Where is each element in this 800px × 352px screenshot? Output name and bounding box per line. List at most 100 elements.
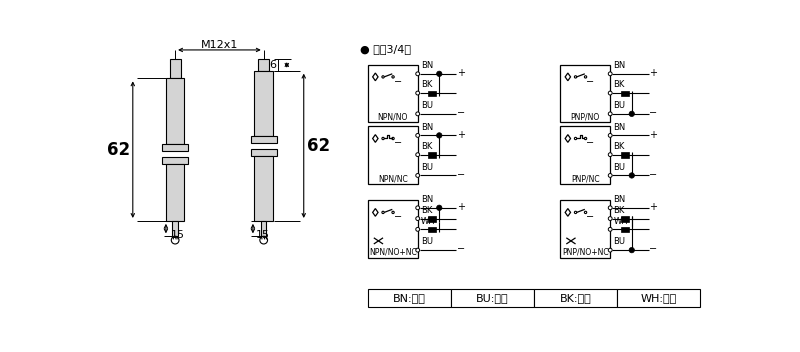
Polygon shape: [565, 135, 570, 142]
Bar: [170, 59, 181, 78]
Text: −: −: [457, 108, 465, 118]
Circle shape: [608, 112, 612, 116]
Bar: [621, 216, 629, 222]
Circle shape: [416, 91, 420, 95]
Bar: [254, 156, 273, 221]
Bar: [368, 64, 418, 122]
Text: −: −: [394, 212, 402, 222]
Bar: [429, 227, 436, 232]
Circle shape: [382, 76, 384, 78]
Circle shape: [608, 174, 612, 177]
Bar: [162, 144, 188, 151]
Circle shape: [416, 72, 420, 76]
Text: PNP/NC: PNP/NC: [571, 174, 599, 183]
Circle shape: [585, 211, 586, 214]
Circle shape: [416, 248, 420, 252]
Bar: [621, 227, 629, 232]
Bar: [162, 157, 188, 164]
Text: BU: BU: [421, 101, 433, 110]
Text: BK: BK: [421, 80, 432, 89]
Text: NPN/NC: NPN/NC: [378, 174, 407, 183]
Circle shape: [608, 206, 612, 210]
Polygon shape: [373, 208, 378, 216]
Circle shape: [392, 76, 394, 78]
Circle shape: [416, 133, 420, 137]
Text: BN: BN: [614, 61, 626, 70]
Circle shape: [437, 205, 442, 210]
Circle shape: [608, 133, 612, 137]
Circle shape: [608, 153, 612, 157]
Text: BN: BN: [614, 195, 626, 204]
Text: −: −: [586, 212, 594, 222]
Circle shape: [574, 137, 577, 140]
Bar: [368, 200, 418, 258]
Circle shape: [416, 174, 420, 177]
Bar: [560, 126, 610, 184]
Polygon shape: [565, 73, 570, 81]
Text: NPN/NO: NPN/NO: [378, 112, 408, 121]
Circle shape: [382, 211, 384, 214]
Text: 15: 15: [170, 230, 185, 240]
Text: BK: BK: [614, 80, 625, 89]
Text: NPN/NO+NC: NPN/NO+NC: [369, 248, 417, 257]
Circle shape: [416, 153, 420, 157]
Circle shape: [629, 173, 634, 178]
Text: BU: BU: [614, 101, 626, 110]
Circle shape: [437, 71, 442, 76]
Circle shape: [585, 76, 586, 78]
Bar: [250, 149, 277, 156]
Text: +: +: [650, 130, 658, 140]
Bar: [451, 289, 534, 307]
Circle shape: [574, 211, 577, 214]
Text: BU:兰色: BU:兰色: [476, 293, 509, 303]
Text: BK: BK: [421, 206, 432, 215]
Text: −: −: [586, 76, 594, 87]
Circle shape: [608, 248, 612, 252]
Bar: [166, 164, 184, 221]
Circle shape: [608, 227, 612, 231]
Bar: [173, 221, 178, 236]
Bar: [429, 91, 436, 96]
Text: PNP/NO+NC: PNP/NO+NC: [562, 248, 609, 257]
Circle shape: [629, 111, 634, 117]
Bar: [368, 289, 451, 307]
Text: BK: BK: [421, 142, 432, 151]
Text: +: +: [650, 68, 658, 78]
Circle shape: [608, 91, 612, 95]
Text: 62: 62: [106, 141, 130, 159]
Text: +: +: [457, 202, 465, 212]
Text: WH: WH: [421, 216, 435, 226]
Text: +: +: [457, 130, 465, 140]
Polygon shape: [565, 208, 570, 216]
Text: −: −: [457, 244, 465, 254]
Text: −: −: [650, 108, 658, 118]
Polygon shape: [373, 135, 378, 142]
Circle shape: [416, 206, 420, 210]
Text: WH:白色: WH:白色: [641, 293, 677, 303]
Circle shape: [608, 216, 612, 220]
Text: −: −: [650, 170, 658, 180]
Bar: [560, 200, 610, 258]
Circle shape: [392, 211, 394, 214]
Bar: [254, 71, 273, 136]
Bar: [261, 221, 266, 236]
Circle shape: [171, 236, 179, 244]
Bar: [560, 64, 610, 122]
Text: BU: BU: [614, 237, 626, 246]
Text: ● 直涁3/4线: ● 直涁3/4线: [360, 44, 411, 54]
Text: BN: BN: [614, 122, 626, 132]
Bar: [621, 152, 629, 158]
Circle shape: [416, 216, 420, 220]
Text: +: +: [457, 68, 465, 78]
Text: −: −: [586, 138, 594, 148]
Text: BN:棕色: BN:棕色: [393, 293, 426, 303]
Text: M12x1: M12x1: [201, 40, 238, 50]
Bar: [429, 152, 436, 158]
Bar: [617, 289, 700, 307]
Text: WH: WH: [614, 216, 628, 226]
Text: −: −: [394, 138, 402, 148]
Circle shape: [585, 137, 586, 140]
Text: PNP/NO: PNP/NO: [570, 112, 600, 121]
Text: +: +: [650, 202, 658, 212]
Circle shape: [382, 137, 384, 140]
